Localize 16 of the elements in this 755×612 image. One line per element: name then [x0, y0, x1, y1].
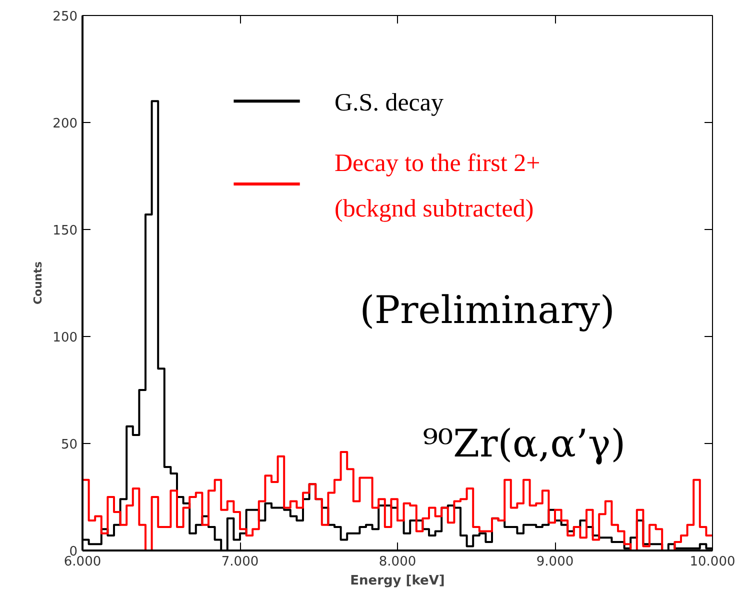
annotation: ⁹⁰Zr(α,α’γ) [422, 422, 626, 466]
annotation: (Preliminary) [360, 288, 615, 332]
y-tick-label: 150 [52, 224, 78, 238]
y-tick-label: 50 [60, 438, 78, 452]
x-tick-label: 10.000 [690, 554, 736, 570]
x-tick-label: 8.000 [378, 554, 416, 570]
legend-label: Decay to the first 2+ (bckgnd subtracted) [334, 150, 540, 222]
x-tick-label: 9.000 [536, 554, 574, 570]
legend-label: G.S. decay [334, 90, 444, 117]
y-tick-label: 250 [52, 10, 78, 24]
x-tick-label: 7.000 [221, 554, 259, 570]
x-tick-label: 6.000 [64, 554, 102, 570]
x-axis-title: Energy [keV] [350, 574, 445, 588]
y-axis-title: Counts [32, 261, 45, 305]
y-tick-label: 100 [52, 330, 78, 346]
y-tick-label: 200 [52, 116, 78, 132]
